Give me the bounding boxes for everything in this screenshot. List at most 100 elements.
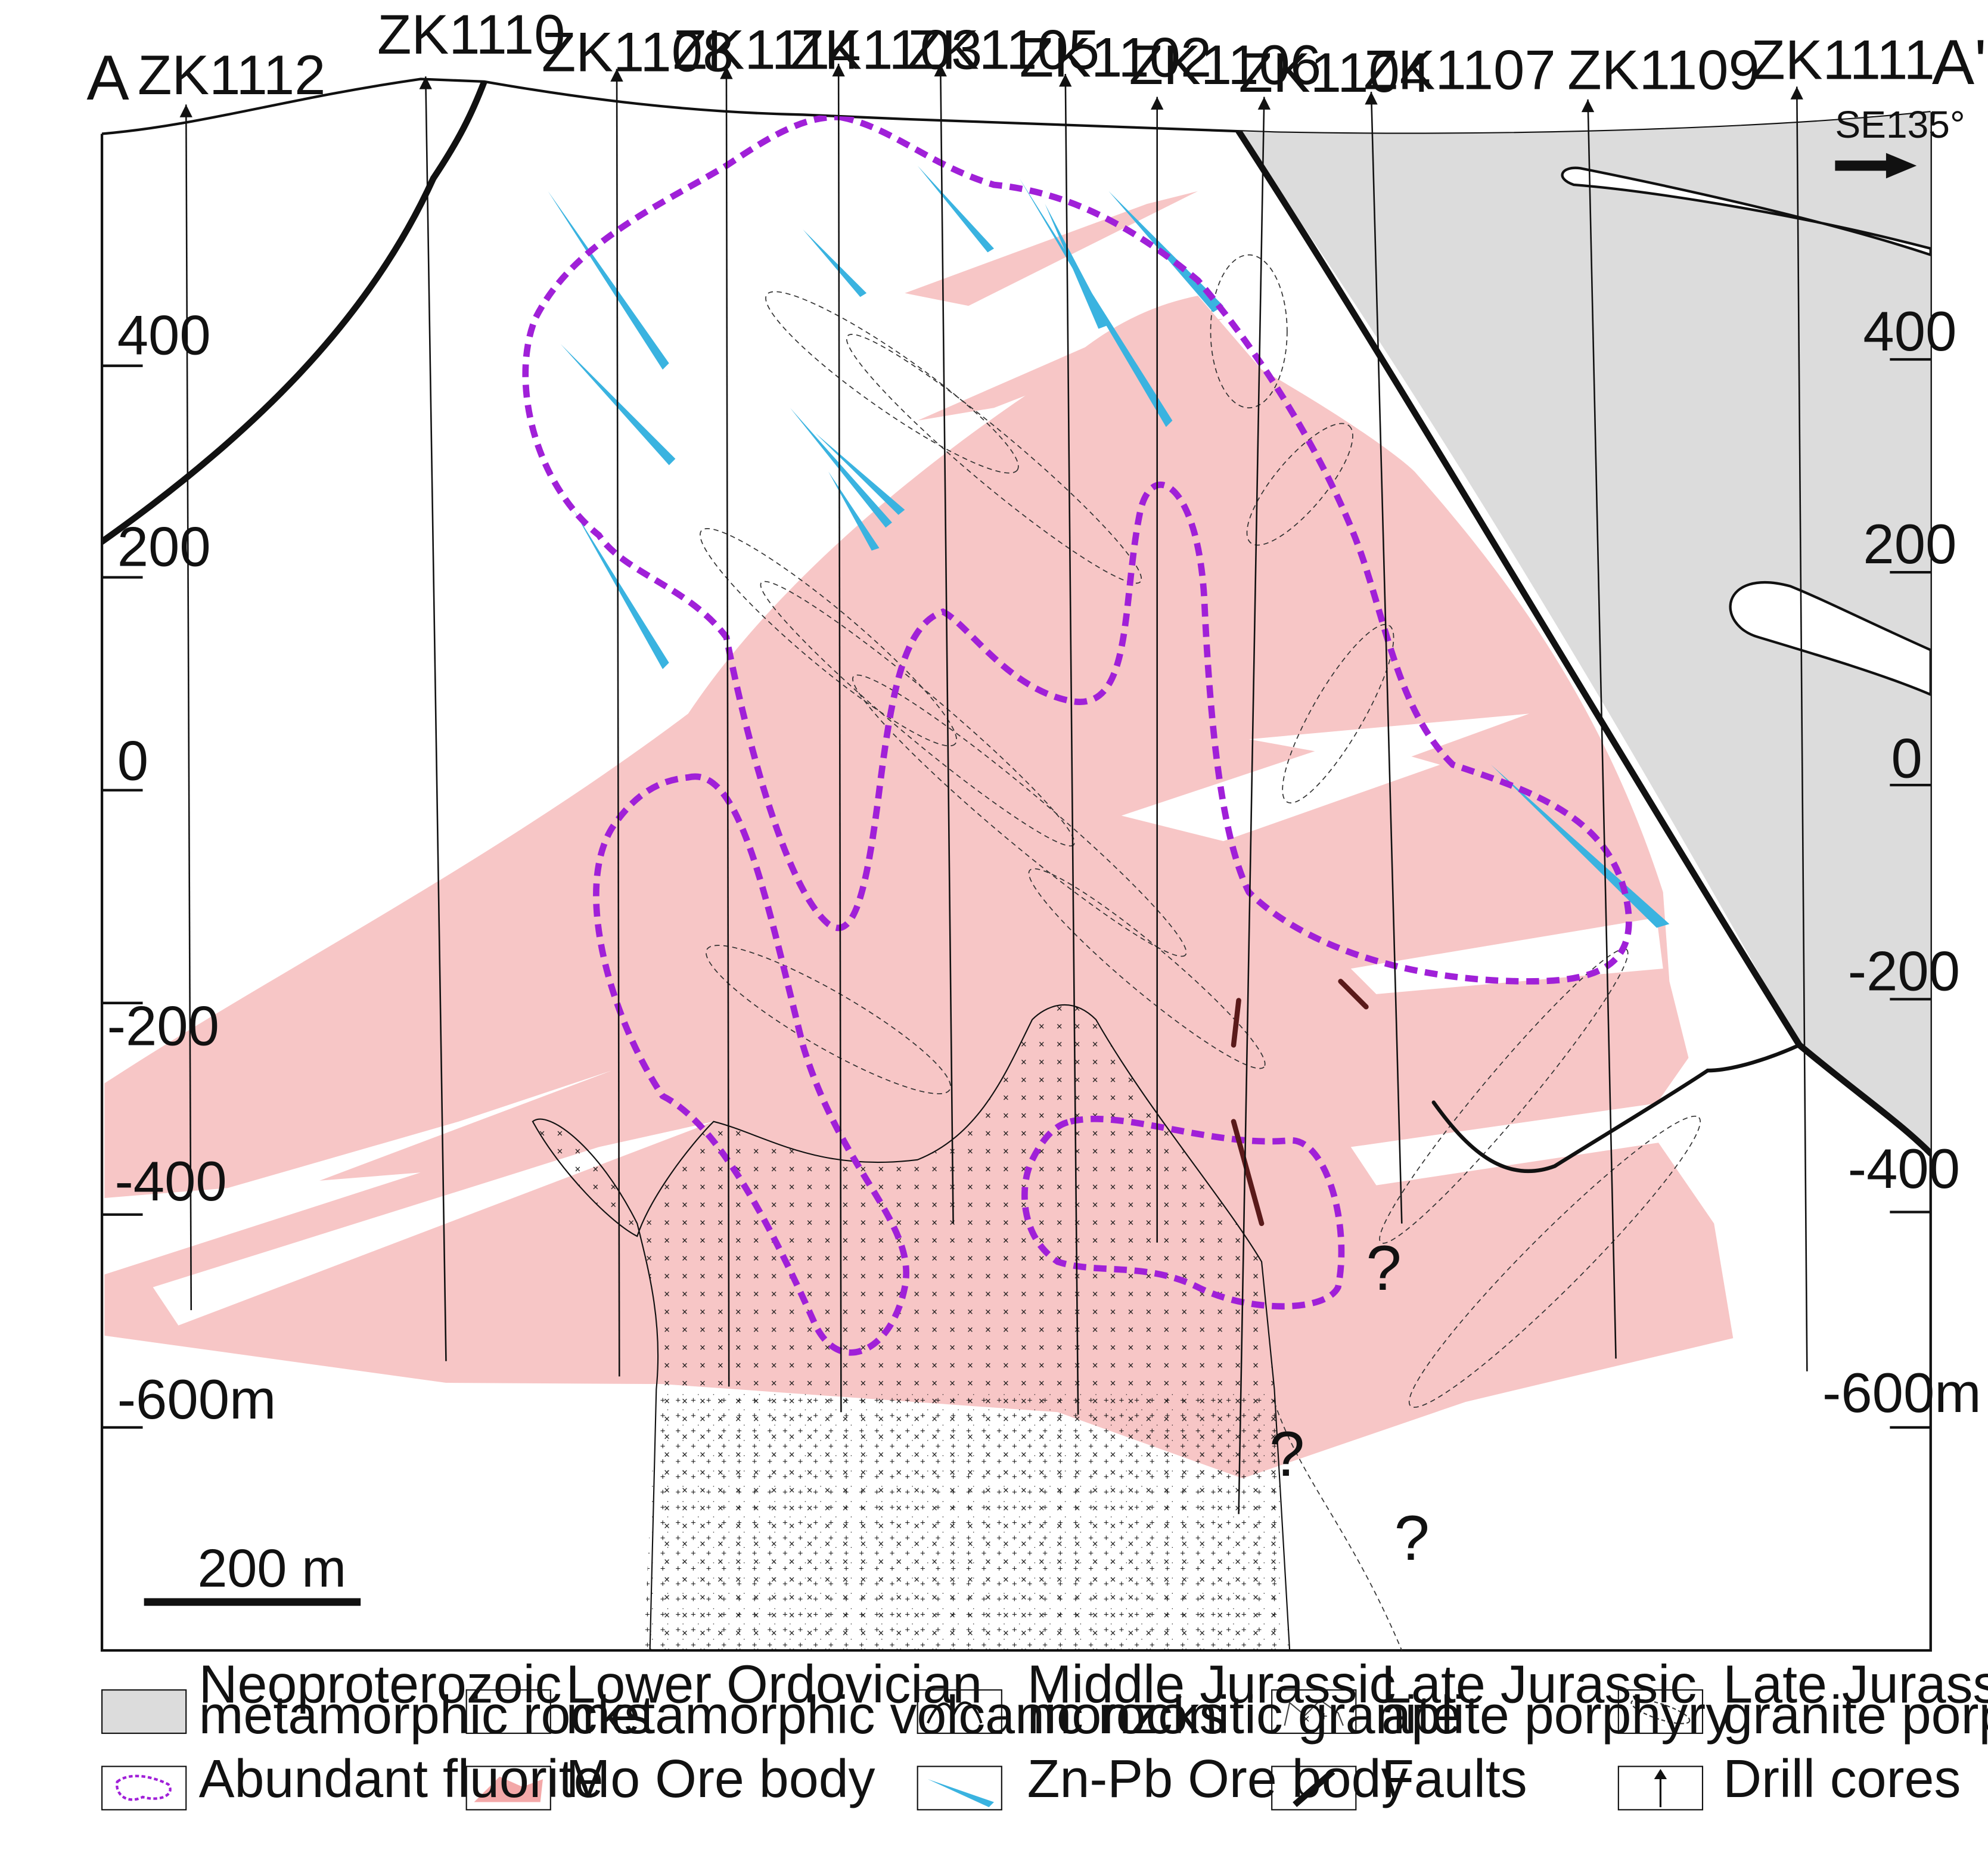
drill-core-trace	[616, 69, 620, 1377]
fault-icon	[1271, 1765, 1357, 1811]
uncertain-mark-2: ?	[1269, 1418, 1304, 1489]
ordovician-swatch	[465, 1689, 551, 1734]
legend: × + Neoproterozoic	[101, 1655, 1988, 1811]
elevation-labels-right: 400 200 0 -200 -400 -600m	[1822, 300, 1981, 1424]
legend-ordovician-line2: metamorphic volcanic rocks	[566, 1686, 1226, 1745]
legend-aplite-line1: Late Jurassic	[1381, 1655, 1697, 1715]
mo-ore-icon	[465, 1765, 551, 1811]
legend-neoproterozoic-line1: Neoproterozoic	[199, 1655, 562, 1715]
drill-core-label: ZK1107	[1363, 39, 1556, 101]
scale-bar-line	[144, 1598, 361, 1606]
legend-fluorite-label: Abundant fluorite	[199, 1749, 604, 1809]
drill-core-trace	[424, 76, 447, 1361]
drill-core-zk1104: ZK1104	[1238, 41, 1431, 1515]
drill-core-zk1114: ZK1114	[673, 18, 861, 1387]
drill-core-trace	[185, 104, 192, 1311]
drill-arrow-icon	[934, 63, 947, 77]
section-end-left: A	[86, 42, 129, 113]
drill-core-trace	[1238, 97, 1265, 1515]
drill-core-zk1108: ZK1108	[542, 21, 734, 1377]
elev-left-minus200: -200	[107, 994, 219, 1057]
legend-granite-porphyry-line1: Late Jurassic	[1723, 1655, 1988, 1715]
drill-core-zk1109: ZK1109	[1567, 39, 1760, 1359]
drill-core-zk1102: ZK1102	[1020, 26, 1212, 1415]
drill-core-label: ZK1112	[138, 44, 326, 106]
legend-granite-porphyry-line2: granite porphyry	[1723, 1686, 1988, 1745]
drill-core-icon	[1617, 1765, 1704, 1811]
ordovician-lens-lower	[1729, 581, 1931, 697]
drill-core-label: ZK1109	[1567, 39, 1760, 101]
aplite-porphyry-body	[643, 1389, 1290, 1651]
scale-bar: 200 m	[144, 1539, 361, 1606]
section-end-right: A'	[1932, 26, 1987, 98]
drill-core-zk1112: ZK1112	[138, 44, 326, 1311]
scale-label: 200 m	[197, 1539, 346, 1599]
uncertain-mark-1: ?	[1366, 1232, 1401, 1304]
drill-cores: ZK1112ZK1110ZK1108ZK1114ZK1103ZK1105ZK11…	[138, 3, 1935, 1515]
legend-aplite-line2: aplite porphyry	[1381, 1686, 1732, 1745]
drill-core-label: ZK1108	[542, 21, 734, 83]
drill-core-zk1106: ZK1106	[1129, 33, 1322, 1243]
neoproterozoic-swatch	[101, 1689, 187, 1734]
legend-monzonitic-line1: Middle Jurassic	[1027, 1655, 1396, 1715]
faults	[102, 79, 1931, 1227]
drill-arrow-icon	[720, 66, 733, 79]
aplite-porphyry-icon: × +	[1271, 1689, 1357, 1734]
ore-gap-1	[104, 1070, 612, 1262]
drill-arrow-icon	[1581, 99, 1595, 113]
legend-ordovician-line1: Lower Ordovician	[566, 1655, 982, 1715]
elev-right-minus600: -600m	[1822, 1361, 1981, 1424]
drill-core-trace	[725, 66, 730, 1387]
elev-right-minus200: -200	[1848, 939, 1960, 1002]
legend-monzonitic-line2: monzonitic granite	[1027, 1686, 1462, 1745]
drill-core-label: ZK1102	[1020, 26, 1212, 88]
drill-arrow-icon	[610, 69, 623, 82]
fluorite-icon	[101, 1765, 187, 1811]
neoproterozoic-block	[1238, 112, 1931, 1154]
legend-zn-pb-label: Zn-Pb Ore body	[1027, 1749, 1408, 1809]
ordovician-lens-upper	[1561, 166, 1931, 257]
drill-core-zk1111: ZK1111	[1751, 29, 1935, 1371]
elev-left-0: 0	[117, 730, 148, 792]
drill-core-label: ZK1104	[1239, 41, 1431, 104]
orientation-label: SE135°	[1835, 103, 1965, 146]
drill-arrow-icon	[179, 104, 192, 117]
drill-core-zk1105: ZK1105	[908, 18, 1100, 1224]
elev-left-400: 400	[117, 303, 211, 366]
drill-arrow-icon	[832, 63, 845, 77]
ore-gap-5	[1350, 1096, 1714, 1186]
drill-core-trace	[1796, 86, 1808, 1371]
drill-arrow-icon	[1059, 74, 1072, 87]
drill-core-label: ZK1114	[673, 18, 861, 80]
svg-text:+: +	[1320, 1709, 1327, 1724]
drill-arrow-icon	[1790, 86, 1803, 100]
elev-right-0: 0	[1891, 727, 1922, 789]
drill-core-label: ZK1106	[1129, 33, 1322, 96]
elevation-labels-left: 400 200 0 -200 -400 -600m	[107, 303, 277, 1430]
legend-drill-cores-label: Drill cores	[1723, 1749, 1961, 1809]
drill-arrow-icon	[1257, 97, 1271, 110]
granite-porphyry-dykes	[700, 254, 1701, 1651]
legend-neoproterozoic-line2: metamorphic rocks	[199, 1686, 651, 1745]
drill-core-label: ZK1105	[908, 18, 1100, 80]
elev-left-minus400: -400	[114, 1150, 226, 1212]
granite-porphyry-icon	[1617, 1689, 1704, 1734]
legend-faults-label: Faults	[1381, 1749, 1527, 1809]
svg-text:×: ×	[1303, 1712, 1310, 1726]
drill-core-trace	[837, 63, 842, 1413]
fluorite-outlines	[522, 114, 1632, 1356]
elev-right-minus400: -400	[1848, 1137, 1960, 1200]
monzonitic-granite-icon	[917, 1689, 1002, 1734]
drill-arrow-icon	[419, 76, 432, 89]
drill-core-trace	[939, 63, 954, 1224]
drill-core-label: ZK1111	[1751, 29, 1935, 91]
ore-gap-3	[1121, 739, 1440, 842]
drill-arrow-icon	[1151, 97, 1164, 110]
elev-right-200: 200	[1863, 513, 1956, 575]
drill-core-label: ZK1103	[790, 18, 983, 80]
elev-left-200: 200	[117, 515, 211, 578]
orientation-arrow-icon	[1835, 153, 1917, 179]
elev-right-400: 400	[1863, 300, 1956, 362]
drill-core-zk1110: ZK1110	[377, 3, 566, 1361]
